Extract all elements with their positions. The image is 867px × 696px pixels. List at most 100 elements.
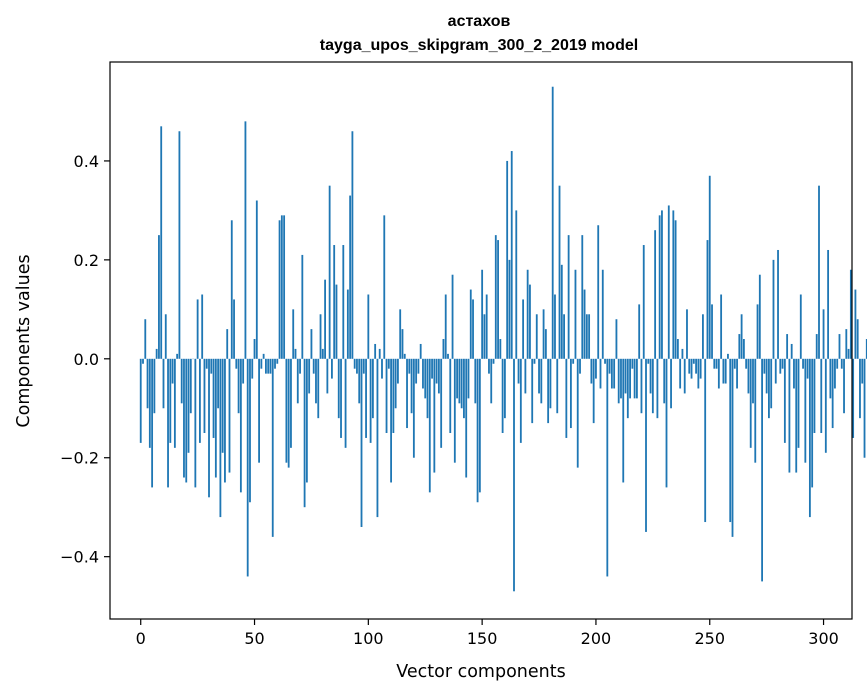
bar: [319, 314, 322, 359]
bar: [799, 294, 802, 359]
bar: [176, 353, 179, 359]
bar: [533, 358, 536, 364]
bar: [221, 358, 224, 453]
bar: [453, 358, 456, 463]
x-axis-label: Vector components: [396, 662, 565, 682]
bar: [690, 358, 693, 379]
bar: [255, 200, 258, 359]
bar: [167, 358, 169, 488]
bar: [294, 348, 297, 359]
bar: [344, 358, 347, 448]
bar: [768, 358, 770, 419]
bar: [658, 215, 661, 359]
bar: [210, 358, 213, 374]
bar: [340, 358, 342, 438]
bar: [610, 358, 613, 389]
bar: [599, 358, 602, 389]
bar: [292, 309, 295, 359]
bar: [560, 264, 563, 359]
bar: [242, 358, 245, 384]
bar: [770, 358, 773, 409]
bar: [702, 314, 704, 359]
bar: [328, 185, 331, 359]
bar: [301, 254, 304, 359]
bar: [369, 358, 372, 443]
bar: [576, 358, 579, 468]
bar: [371, 358, 374, 419]
bar: [346, 289, 349, 359]
bar: [802, 358, 804, 369]
bar: [745, 358, 748, 369]
bar: [522, 299, 525, 359]
y-axis: −0.4 −0.2 0.0 0.2 0.4: [60, 152, 110, 567]
bar: [417, 358, 420, 374]
bar: [731, 358, 734, 537]
bar: [265, 358, 267, 374]
bar: [529, 284, 531, 359]
bar: [724, 358, 727, 384]
x-tick-label: 250: [694, 629, 725, 648]
bar: [665, 358, 668, 488]
bar: [585, 314, 588, 359]
bar: [326, 358, 329, 394]
bar: [476, 358, 479, 503]
bar: [526, 269, 529, 359]
bar: [271, 358, 274, 537]
bar: [233, 299, 235, 359]
bar: [478, 358, 481, 493]
bar: [189, 358, 192, 414]
bar: [647, 358, 650, 364]
y-tick-label: −0.2: [60, 449, 99, 468]
bar: [656, 358, 659, 419]
bar: [620, 358, 622, 399]
bar: [861, 358, 864, 384]
bar: [469, 289, 472, 359]
bar: [695, 358, 697, 374]
bar: [720, 294, 723, 359]
bar: [437, 358, 440, 394]
bar: [481, 269, 484, 359]
bar: [415, 358, 418, 384]
bar: [465, 358, 468, 478]
bar: [670, 358, 672, 409]
bar: [296, 358, 299, 404]
chart-title: астахов: [448, 13, 511, 30]
bar: [226, 329, 229, 359]
bar: [579, 358, 581, 374]
bar: [544, 329, 547, 359]
bar: [638, 304, 641, 359]
bar: [310, 329, 313, 359]
bar: [692, 358, 695, 364]
bar: [513, 358, 515, 592]
bar: [456, 358, 459, 399]
bar: [510, 151, 513, 359]
bar: [219, 358, 222, 518]
x-tick-label: 300: [808, 629, 839, 648]
bar: [572, 358, 575, 364]
bar: [185, 358, 188, 483]
bar: [654, 230, 657, 359]
bar: [531, 358, 534, 424]
bar: [631, 358, 634, 369]
bar: [535, 314, 538, 359]
bar: [629, 358, 631, 399]
bar: [542, 309, 545, 359]
bar: [356, 358, 358, 374]
bar: [624, 358, 627, 394]
bar: [749, 358, 752, 448]
bar: [440, 358, 443, 448]
bar: [214, 358, 217, 478]
bar: [558, 185, 561, 359]
bar: [349, 195, 352, 359]
bar: [761, 358, 763, 582]
bar: [781, 358, 784, 369]
bar: [613, 358, 616, 389]
y-tick-label: 0.2: [74, 251, 99, 270]
bar: [601, 269, 604, 359]
bar: [515, 210, 518, 359]
bar: [324, 279, 326, 359]
bar: [342, 245, 345, 359]
bar: [408, 358, 411, 374]
bar: [595, 358, 597, 379]
